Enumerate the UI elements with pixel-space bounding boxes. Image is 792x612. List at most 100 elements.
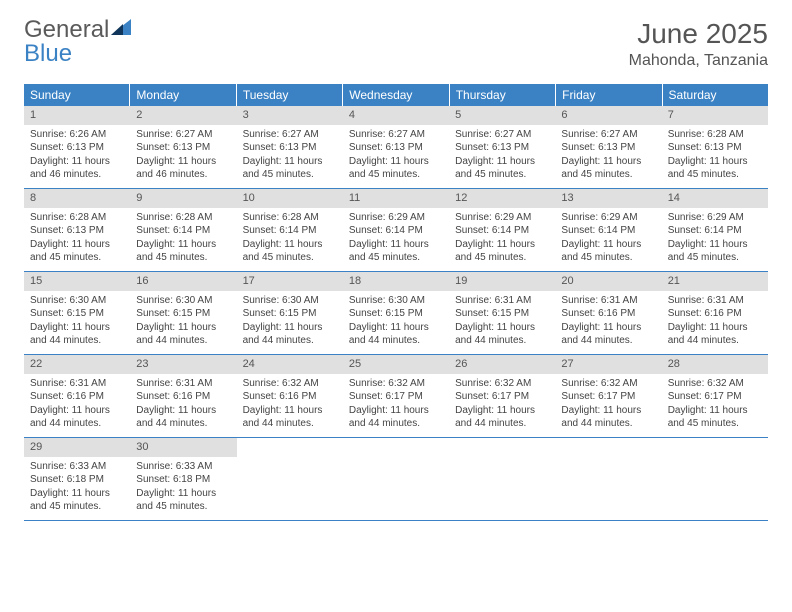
daylight-line: Daylight: 11 hours and 44 minutes. [30, 404, 124, 431]
daylight-line: Daylight: 11 hours and 44 minutes. [455, 404, 549, 431]
daylight-line: Daylight: 11 hours and 45 minutes. [349, 238, 443, 265]
sunset-line: Sunset: 6:13 PM [668, 141, 762, 155]
calendar-day-cell: 21Sunrise: 6:31 AMSunset: 6:16 PMDayligh… [662, 272, 768, 354]
sunset-line: Sunset: 6:16 PM [561, 307, 655, 321]
daylight-line: Daylight: 11 hours and 45 minutes. [136, 487, 230, 514]
day-number: 24 [237, 355, 343, 374]
calendar-week-row: 29Sunrise: 6:33 AMSunset: 6:18 PMDayligh… [24, 438, 768, 521]
day-details: Sunrise: 6:26 AMSunset: 6:13 PMDaylight:… [24, 125, 130, 188]
sunset-line: Sunset: 6:13 PM [30, 141, 124, 155]
daylight-line: Daylight: 11 hours and 45 minutes. [136, 238, 230, 265]
daylight-line: Daylight: 11 hours and 44 minutes. [561, 404, 655, 431]
calendar-day-cell: 24Sunrise: 6:32 AMSunset: 6:16 PMDayligh… [237, 355, 343, 437]
calendar-day-cell: 17Sunrise: 6:30 AMSunset: 6:15 PMDayligh… [237, 272, 343, 354]
calendar-day-cell: 15Sunrise: 6:30 AMSunset: 6:15 PMDayligh… [24, 272, 130, 354]
sunset-line: Sunset: 6:16 PM [243, 390, 337, 404]
sunrise-line: Sunrise: 6:29 AM [455, 211, 549, 225]
day-details: Sunrise: 6:27 AMSunset: 6:13 PMDaylight:… [237, 125, 343, 188]
day-number: 15 [24, 272, 130, 291]
day-details: Sunrise: 6:30 AMSunset: 6:15 PMDaylight:… [343, 291, 449, 354]
sunset-line: Sunset: 6:14 PM [561, 224, 655, 238]
weekday-header: Wednesday [343, 84, 449, 106]
sunset-line: Sunset: 6:13 PM [30, 224, 124, 238]
day-number: 14 [662, 189, 768, 208]
calendar-day-cell: 27 Sunrise: 6:32 AMSunset: 6:17 PMDayligh… [555, 355, 661, 437]
sunset-line: Sunset: 6:17 PM [561, 390, 655, 404]
sunset-line: Sunset: 6:17 PM [349, 390, 443, 404]
day-details: Sunrise: 6:31 AMSunset: 6:16 PMDaylight:… [130, 374, 236, 437]
sunrise-line: Sunrise: 6:27 AM [136, 128, 230, 142]
sunrise-line: Sunrise: 6:30 AM [30, 294, 124, 308]
sunrise-line: Sunrise: 6:29 AM [349, 211, 443, 225]
day-number: 27 [555, 355, 661, 374]
daylight-line: Daylight: 11 hours and 44 minutes. [455, 321, 549, 348]
day-number: 25 [343, 355, 449, 374]
brand-logo: General Blue [24, 18, 133, 66]
day-number [343, 438, 449, 457]
calendar-day-cell [343, 438, 449, 520]
day-number: 5 [449, 106, 555, 125]
daylight-line: Daylight: 11 hours and 44 minutes. [136, 404, 230, 431]
sunset-line: Sunset: 6:15 PM [30, 307, 124, 321]
calendar-week-row: 22Sunrise: 6:31 AMSunset: 6:16 PMDayligh… [24, 355, 768, 438]
sunrise-line: Sunrise: 6:33 AM [136, 460, 230, 474]
sunrise-line: Sunrise: 6:32 AM [668, 377, 762, 391]
sunrise-line: Sunrise: 6:30 AM [243, 294, 337, 308]
sunrise-line: Sunrise: 6:28 AM [668, 128, 762, 142]
day-number: 13 [555, 189, 661, 208]
day-number: 17 [237, 272, 343, 291]
day-details: Sunrise: 6:30 AMSunset: 6:15 PMDaylight:… [237, 291, 343, 354]
sunrise-line: Sunrise: 6:27 AM [243, 128, 337, 142]
weekday-header: Saturday [663, 84, 768, 106]
logo-word-1: General [24, 16, 109, 43]
day-number: 21 [662, 272, 768, 291]
day-number: 28 [662, 355, 768, 374]
calendar-day-cell: 28Sunrise: 6:32 AMSunset: 6:17 PMDayligh… [662, 355, 768, 437]
day-details: Sunrise: 6:33 AMSunset: 6:18 PMDaylight:… [24, 457, 130, 520]
calendar-day-cell: 6Sunrise: 6:27 AMSunset: 6:13 PMDaylight… [555, 106, 661, 188]
day-details: Sunrise: 6:29 AMSunset: 6:14 PMDaylight:… [343, 208, 449, 271]
day-number: 7 [662, 106, 768, 125]
day-number: 29 [24, 438, 130, 457]
sunset-line: Sunset: 6:13 PM [349, 141, 443, 155]
sunrise-line: Sunrise: 6:31 AM [136, 377, 230, 391]
day-details: Sunrise: 6:27 AMSunset: 6:13 PMDaylight:… [555, 125, 661, 188]
day-number: 11 [343, 189, 449, 208]
sunrise-line: Sunrise: 6:29 AM [668, 211, 762, 225]
sunrise-line: Sunrise: 6:26 AM [30, 128, 124, 142]
sunrise-line: Sunrise: 6:31 AM [455, 294, 549, 308]
sunrise-line: Sunrise: 6:28 AM [30, 211, 124, 225]
daylight-line: Daylight: 11 hours and 44 minutes. [243, 321, 337, 348]
calendar-day-cell: 20Sunrise: 6:31 AMSunset: 6:16 PMDayligh… [555, 272, 661, 354]
calendar-week-row: 1Sunrise: 6:26 AMSunset: 6:13 PMDaylight… [24, 106, 768, 189]
weekday-header: Thursday [450, 84, 556, 106]
sunset-line: Sunset: 6:16 PM [30, 390, 124, 404]
sunrise-line: Sunrise: 6:32 AM [561, 377, 655, 391]
daylight-line: Daylight: 11 hours and 45 minutes. [455, 238, 549, 265]
sunset-line: Sunset: 6:14 PM [136, 224, 230, 238]
day-details: Sunrise: 6:32 AMSunset: 6:16 PMDaylight:… [237, 374, 343, 437]
day-details: Sunrise: 6:30 AMSunset: 6:15 PMDaylight:… [130, 291, 236, 354]
day-number: 9 [130, 189, 236, 208]
calendar-day-cell [449, 438, 555, 520]
calendar-day-cell: 12Sunrise: 6:29 AMSunset: 6:14 PMDayligh… [449, 189, 555, 271]
daylight-line: Daylight: 11 hours and 44 minutes. [349, 321, 443, 348]
sunrise-line: Sunrise: 6:30 AM [349, 294, 443, 308]
sunset-line: Sunset: 6:15 PM [349, 307, 443, 321]
sunset-line: Sunset: 6:17 PM [668, 390, 762, 404]
daylight-line: Daylight: 11 hours and 45 minutes. [561, 155, 655, 182]
calendar-day-cell: 7Sunrise: 6:28 AMSunset: 6:13 PMDaylight… [662, 106, 768, 188]
calendar-day-cell: 25Sunrise: 6:32 AMSunset: 6:17 PMDayligh… [343, 355, 449, 437]
calendar-day-cell: 8Sunrise: 6:28 AMSunset: 6:13 PMDaylight… [24, 189, 130, 271]
day-number: 1 [24, 106, 130, 125]
day-number: 6 [555, 106, 661, 125]
daylight-line: Daylight: 11 hours and 44 minutes. [349, 404, 443, 431]
calendar-day-cell: 29Sunrise: 6:33 AMSunset: 6:18 PMDayligh… [24, 438, 130, 520]
daylight-line: Daylight: 11 hours and 45 minutes. [455, 155, 549, 182]
day-details: Sunrise: 6:28 AMSunset: 6:13 PMDaylight:… [24, 208, 130, 271]
sunset-line: Sunset: 6:17 PM [455, 390, 549, 404]
sunrise-line: Sunrise: 6:29 AM [561, 211, 655, 225]
day-number: 30 [130, 438, 236, 457]
calendar-day-cell [237, 438, 343, 520]
day-number: 26 [449, 355, 555, 374]
